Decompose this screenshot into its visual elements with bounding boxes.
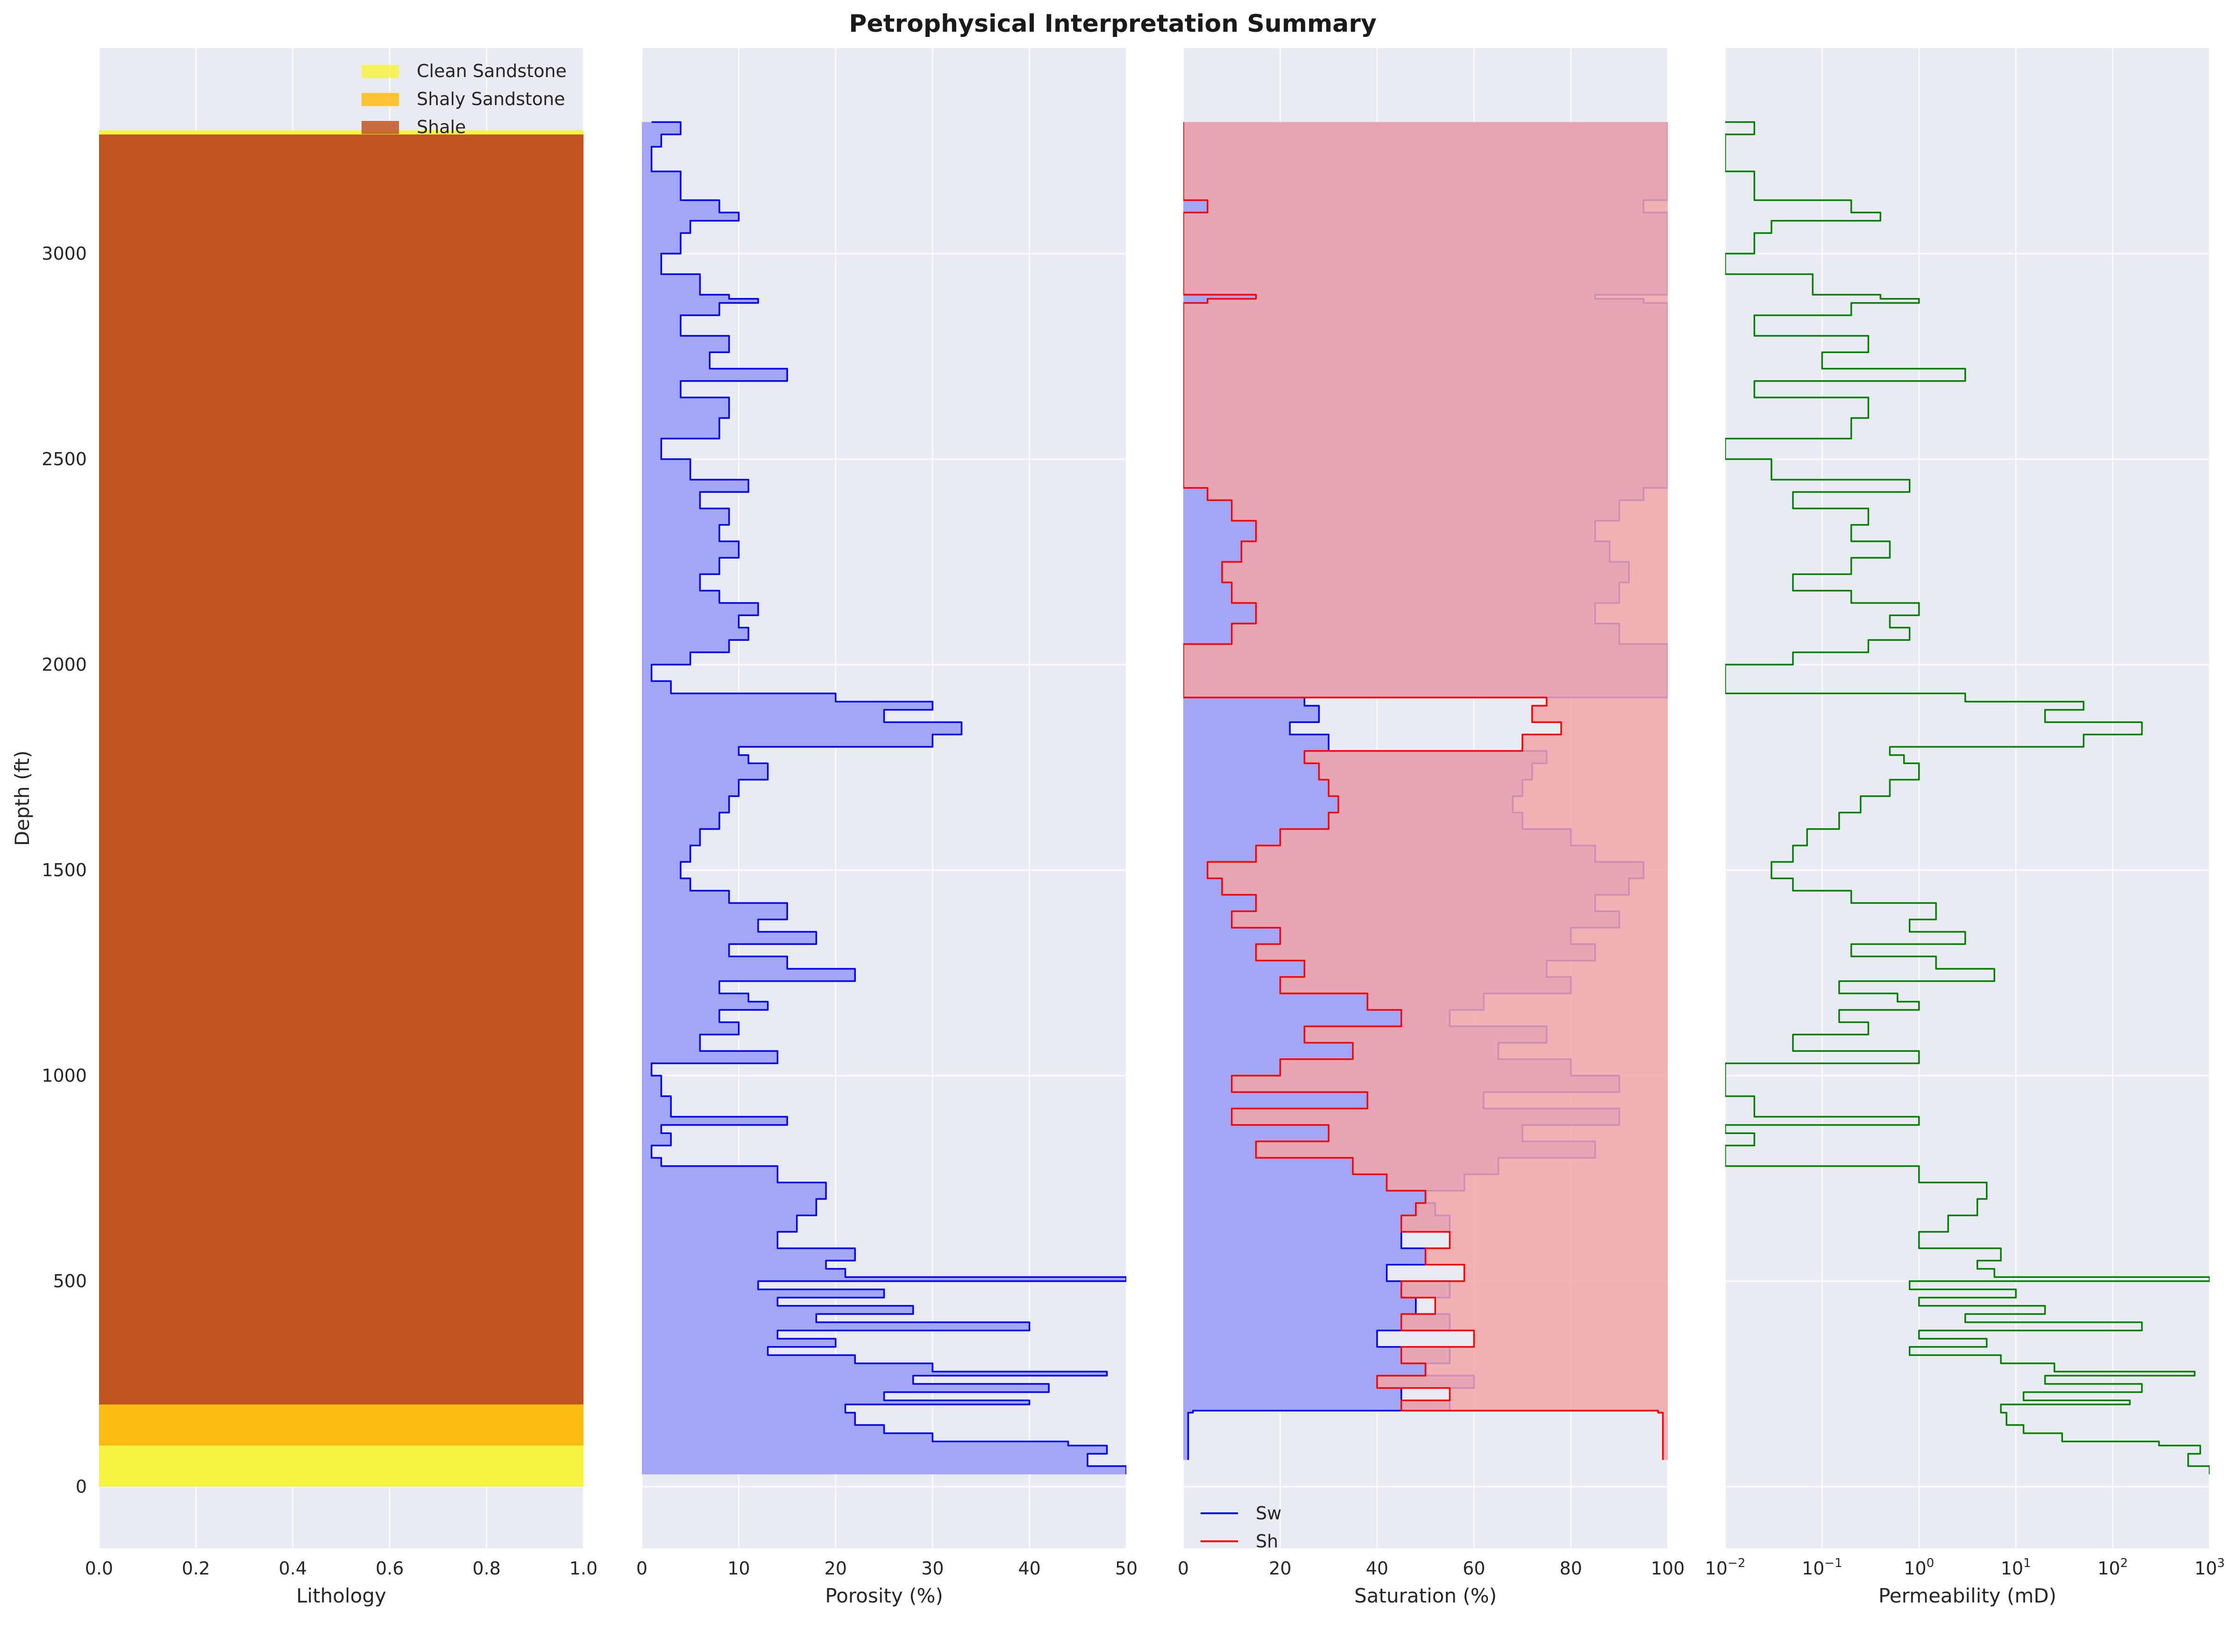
x-tick-label: 0.0 bbox=[85, 1558, 113, 1579]
y-tick-label: 2500 bbox=[42, 449, 87, 469]
legend-label: Shaly Sandstone bbox=[417, 89, 565, 109]
x-tick-label: 40 bbox=[1018, 1558, 1040, 1579]
porosity-track: 0 10 20 30 40 50 Porosity (%) bbox=[636, 48, 1138, 1607]
zone-shale bbox=[99, 134, 583, 1404]
y-tick-label: 1500 bbox=[42, 860, 87, 880]
x-tick-label: 80 bbox=[1559, 1558, 1582, 1579]
track-panels: 0.0 0.2 0.4 0.6 0.8 1.0Lithology0500100015002… bbox=[11, 48, 2225, 1607]
legend-swatch bbox=[362, 65, 399, 78]
x-axis-label: Porosity (%) bbox=[825, 1584, 943, 1607]
legend-label: Sh bbox=[1256, 1531, 1278, 1552]
x-tick-label: 0 bbox=[636, 1558, 647, 1579]
x-tick-label: 0 bbox=[1178, 1558, 1189, 1579]
sh-series-fill bbox=[1183, 122, 1668, 1460]
track-data bbox=[99, 130, 583, 1487]
y-tick-label: 1000 bbox=[42, 1065, 87, 1086]
legend-label: Clean Sandstone bbox=[417, 61, 567, 81]
x-tick-label: 0.6 bbox=[376, 1558, 404, 1579]
legend: Clean Sandstone Shaly Sandstone Shale bbox=[362, 61, 567, 137]
x-tick-label: 0.8 bbox=[472, 1558, 500, 1579]
y-axis-label: Depth (ft) bbox=[11, 751, 34, 846]
x-tick-label: 30 bbox=[921, 1558, 944, 1579]
x-tick-labels: 10−2 10−1 100 101 102 103 bbox=[1705, 1556, 2225, 1579]
x-axis-label: Saturation (%) bbox=[1354, 1584, 1497, 1607]
x-tick-label: 101 bbox=[2001, 1556, 2031, 1579]
figure-title: Petrophysical Interpretation Summary bbox=[849, 10, 1377, 38]
x-tick-label: 100 bbox=[1904, 1556, 1934, 1579]
x-tick-label: 20 bbox=[825, 1558, 847, 1579]
x-tick-label: 10 bbox=[727, 1558, 750, 1579]
x-tick-label: 60 bbox=[1463, 1558, 1485, 1579]
x-tick-label: 20 bbox=[1269, 1558, 1291, 1579]
y-tick-label: 500 bbox=[53, 1271, 87, 1291]
permeability-track: 10−2 10−1 100 101 102 103 Permeability (mD) bbox=[1705, 48, 2225, 1607]
x-tick-label: 0.4 bbox=[279, 1558, 307, 1579]
x-tick-label: 100 bbox=[1651, 1558, 1685, 1579]
legend-label: Sw bbox=[1256, 1503, 1281, 1524]
porosity-track-series-line bbox=[650, 121, 1126, 1475]
x-tick-labels: 0 20 40 60 80 100 bbox=[1178, 1558, 1685, 1579]
x-tick-label: 10−1 bbox=[1802, 1556, 1842, 1579]
lithology-track: 0.0 0.2 0.4 0.6 0.8 1.0 Lithology 0 500 1000 1500 2… bbox=[11, 48, 597, 1607]
legend: Sw Sh bbox=[1201, 1503, 1281, 1552]
legend-swatch bbox=[362, 93, 399, 106]
x-tick-label: 10−2 bbox=[1705, 1556, 1746, 1579]
x-tick-label: 1.0 bbox=[569, 1558, 597, 1579]
zone-shaly-sandstone bbox=[99, 1404, 583, 1446]
x-tick-label: 0.2 bbox=[182, 1558, 210, 1579]
sh-series-line bbox=[1183, 122, 1664, 1460]
zone-clean-sandstone bbox=[99, 130, 583, 135]
y-tick-labels: 0 500 1000 1500 2000 2500 3000 bbox=[42, 243, 87, 1497]
track-data bbox=[642, 121, 1126, 1475]
track-data bbox=[1725, 121, 2210, 1475]
legend-swatch bbox=[362, 121, 399, 134]
zone-clean-sandstone bbox=[99, 1446, 583, 1487]
y-tick-label: 3000 bbox=[42, 243, 87, 264]
porosity-track-series-fill bbox=[642, 122, 1126, 1475]
y-tick-label: 0 bbox=[76, 1476, 87, 1497]
x-tick-labels: 0 10 20 30 40 50 bbox=[636, 1558, 1138, 1579]
x-tick-label: 50 bbox=[1115, 1558, 1138, 1579]
x-axis-label: Lithology bbox=[296, 1584, 386, 1607]
x-tick-labels: 0.0 0.2 0.4 0.6 0.8 1.0 bbox=[85, 1558, 597, 1579]
permeability-track-series-line bbox=[1725, 121, 2210, 1475]
x-tick-label: 103 bbox=[2195, 1556, 2225, 1579]
y-tick-label: 2000 bbox=[42, 654, 87, 675]
saturation-track: 0 20 40 60 80 100 Saturation (%) Sw Sh bbox=[1178, 48, 1685, 1607]
x-tick-label: 40 bbox=[1366, 1558, 1388, 1579]
legend-label: Shale bbox=[417, 117, 466, 137]
plot-background bbox=[1725, 48, 2210, 1548]
track-data bbox=[1183, 122, 1668, 1460]
x-tick-label: 102 bbox=[2098, 1556, 2128, 1579]
x-axis-label: Permeability (mD) bbox=[1878, 1584, 2056, 1607]
